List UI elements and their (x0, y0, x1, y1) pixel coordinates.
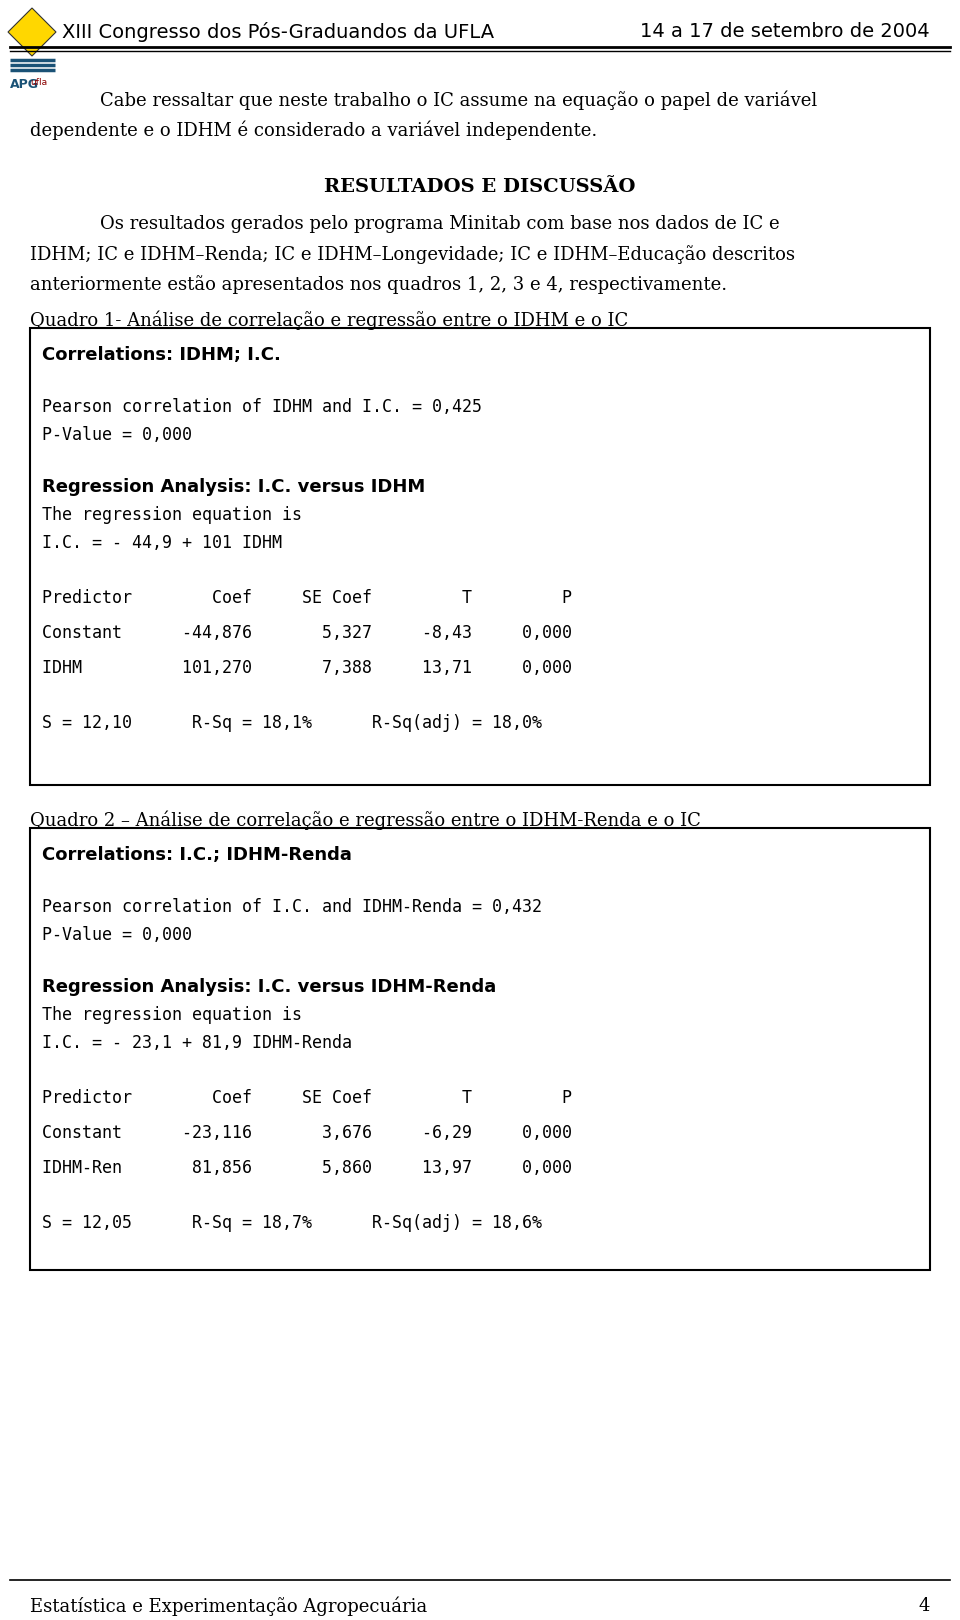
Text: Constant      -23,116       3,676     -6,29     0,000: Constant -23,116 3,676 -6,29 0,000 (42, 1124, 572, 1142)
Text: IDHM          101,270       7,388     13,71     0,000: IDHM 101,270 7,388 13,71 0,000 (42, 659, 572, 677)
Text: Pearson correlation of I.C. and IDHM-Renda = 0,432: Pearson correlation of I.C. and IDHM-Ren… (42, 897, 542, 915)
Text: S = 12,05      R-Sq = 18,7%      R-Sq(adj) = 18,6%: S = 12,05 R-Sq = 18,7% R-Sq(adj) = 18,6% (42, 1213, 542, 1231)
Text: RESULTADOS E DISCUSSÃO: RESULTADOS E DISCUSSÃO (324, 178, 636, 196)
Text: 4: 4 (919, 1597, 930, 1615)
Text: APG: APG (10, 78, 39, 91)
Text: Constant      -44,876       5,327     -8,43     0,000: Constant -44,876 5,327 -8,43 0,000 (42, 624, 572, 642)
Text: Correlations: I.C.; IDHM-Renda: Correlations: I.C.; IDHM-Renda (42, 846, 352, 863)
Text: Regression Analysis: I.C. versus IDHM: Regression Analysis: I.C. versus IDHM (42, 478, 425, 496)
Bar (30, 828, 930, 1270)
Text: Pearson correlation of IDHM and I.C. = 0,425: Pearson correlation of IDHM and I.C. = 0… (42, 399, 482, 416)
Text: 14 a 17 de setembro de 2004: 14 a 17 de setembro de 2004 (640, 23, 930, 40)
Text: S = 12,10      R-Sq = 18,1%      R-Sq(adj) = 18,0%: S = 12,10 R-Sq = 18,1% R-Sq(adj) = 18,0% (42, 714, 542, 732)
Text: IDHM-Ren       81,856       5,860     13,97     0,000: IDHM-Ren 81,856 5,860 13,97 0,000 (42, 1158, 572, 1178)
Text: I.C. = - 44,9 + 101 IDHM: I.C. = - 44,9 + 101 IDHM (42, 535, 282, 552)
Text: Predictor        Coef     SE Coef         T         P: Predictor Coef SE Coef T P (42, 590, 572, 608)
Text: I.C. = - 23,1 + 81,9 IDHM-Renda: I.C. = - 23,1 + 81,9 IDHM-Renda (42, 1034, 352, 1051)
Text: Correlations: IDHM; I.C.: Correlations: IDHM; I.C. (42, 347, 281, 364)
Text: The regression equation is: The regression equation is (42, 1006, 302, 1024)
Bar (30, 327, 930, 786)
Polygon shape (8, 8, 56, 57)
Text: ufla: ufla (30, 78, 47, 87)
Text: The regression equation is: The regression equation is (42, 505, 302, 523)
Text: P-Value = 0,000: P-Value = 0,000 (42, 426, 192, 444)
Text: Quadro 1- Análise de correlação e regressão entre o IDHM e o IC: Quadro 1- Análise de correlação e regres… (30, 309, 628, 329)
Text: Estatística e Experimentação Agropecuária: Estatística e Experimentação Agropecuári… (30, 1597, 427, 1617)
Text: XIII Congresso dos Pós-Graduandos da UFLA: XIII Congresso dos Pós-Graduandos da UFL… (62, 23, 494, 42)
Text: dependente e o IDHM é considerado a variável independente.: dependente e o IDHM é considerado a vari… (30, 120, 597, 139)
Text: Regression Analysis: I.C. versus IDHM-Renda: Regression Analysis: I.C. versus IDHM-Re… (42, 978, 496, 996)
Text: IDHM; IC e IDHM–Renda; IC e IDHM–Longevidade; IC e IDHM–Educação descritos: IDHM; IC e IDHM–Renda; IC e IDHM–Longevi… (30, 245, 795, 264)
Text: anteriormente estão apresentados nos quadros 1, 2, 3 e 4, respectivamente.: anteriormente estão apresentados nos qua… (30, 275, 727, 293)
Text: Os resultados gerados pelo programa Minitab com base nos dados de IC e: Os resultados gerados pelo programa Mini… (100, 215, 780, 233)
Text: Quadro 2 – Análise de correlação e regressão entre o IDHM-Renda e o IC: Quadro 2 – Análise de correlação e regre… (30, 810, 701, 829)
Text: Predictor        Coef     SE Coef         T         P: Predictor Coef SE Coef T P (42, 1089, 572, 1106)
Text: Cabe ressaltar que neste trabalho o IC assume na equação o papel de variável: Cabe ressaltar que neste trabalho o IC a… (100, 91, 817, 110)
Text: P-Value = 0,000: P-Value = 0,000 (42, 927, 192, 944)
